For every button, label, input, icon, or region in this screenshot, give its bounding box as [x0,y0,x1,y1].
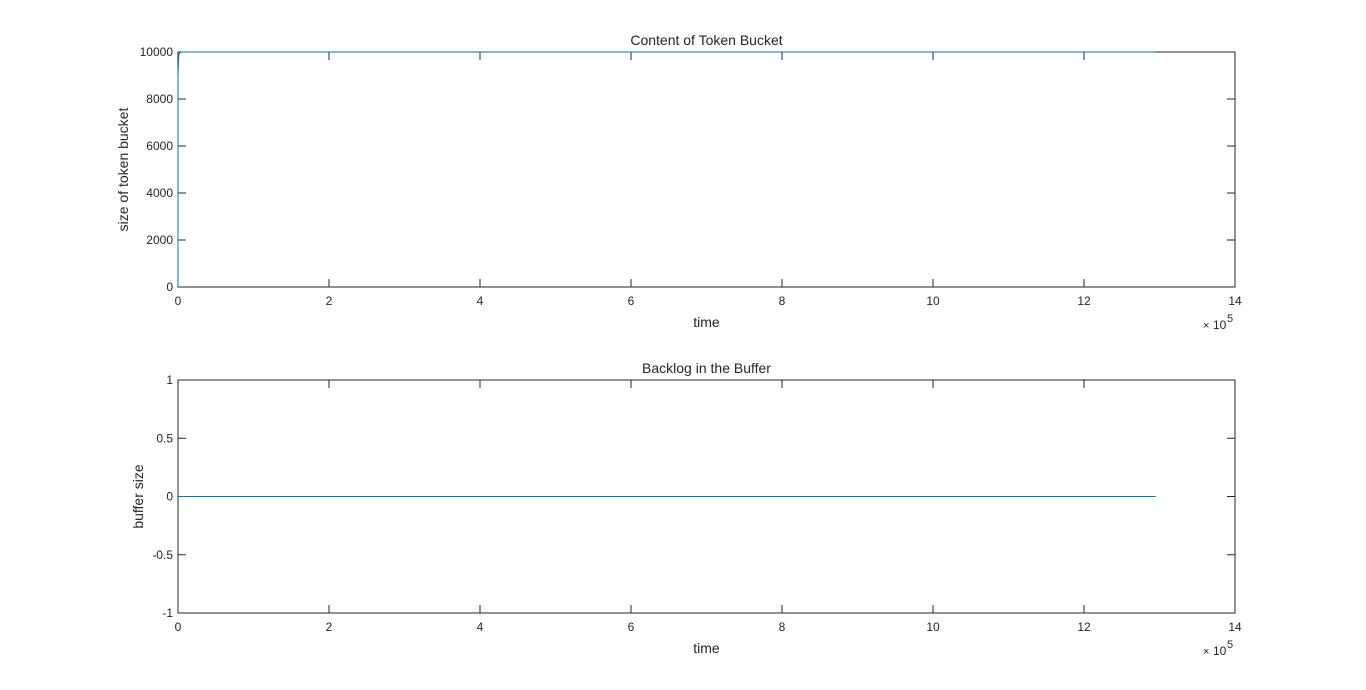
x-axis-label: time [693,640,720,656]
x-tick-label: 8 [779,620,786,634]
y-tick-label: 0 [166,490,173,504]
x-tick-label: 14 [1228,620,1242,634]
y-tick-label: 6000 [146,139,173,153]
chart-2: 0 2 4 6 8 10 12 14 -1 -0.5 0 0.5 1 Backlog in the Buf… [130,360,1242,658]
series-line [177,51,1156,287]
chart-title: Content of Token Bucket [630,32,782,48]
x-tick-label: 0 [175,620,182,634]
x-tick-label: 6 [628,294,635,308]
x-tick-label: 2 [326,620,333,634]
exponent-times: × [1203,646,1209,658]
x-tick-label: 10 [926,620,940,634]
y-tick-label: 0 [166,280,173,294]
x-tick-label: 8 [779,294,786,308]
y-tick-label: 2000 [146,233,173,247]
y-axis-label: size of token bucket [115,108,131,232]
y-tick-label: 10000 [140,45,174,59]
y-tick-label: -1 [162,606,173,620]
exponent-power: 5 [1227,313,1233,325]
chart-title: Backlog in the Buffer [642,360,771,376]
x-tick-label: 12 [1077,620,1091,634]
exponent-power: 5 [1227,639,1233,651]
x-tick-label: 10 [926,294,940,308]
y-tick-label: 4000 [146,186,173,200]
x-tick-label: 2 [326,294,333,308]
x-tick-label: 4 [477,620,484,634]
x-exponent: × 10 5 [1203,313,1233,332]
plot-area [177,51,1236,288]
y-tick-label: 0.5 [156,431,173,445]
x-tick-label: 6 [628,620,635,634]
x-tick-label: 0 [175,294,182,308]
x-tick-label: 12 [1077,294,1091,308]
exponent-base: 10 [1213,318,1227,332]
x-tick-label: 4 [477,294,484,308]
x-tick-label: 14 [1228,294,1242,308]
y-tick-label: -0.5 [152,548,173,562]
y-axis-label: buffer size [130,464,146,529]
x-exponent: × 10 5 [1203,639,1233,658]
y-tick-label: 1 [166,373,173,387]
x-axis-label: time [693,314,720,330]
exponent-times: × [1203,320,1209,332]
y-tick-label: 8000 [146,92,173,106]
exponent-base: 10 [1213,644,1227,658]
chart-1: 0 2 4 6 8 10 12 14 0 2000 4000 6000 8000 10000 Content… [115,32,1242,332]
